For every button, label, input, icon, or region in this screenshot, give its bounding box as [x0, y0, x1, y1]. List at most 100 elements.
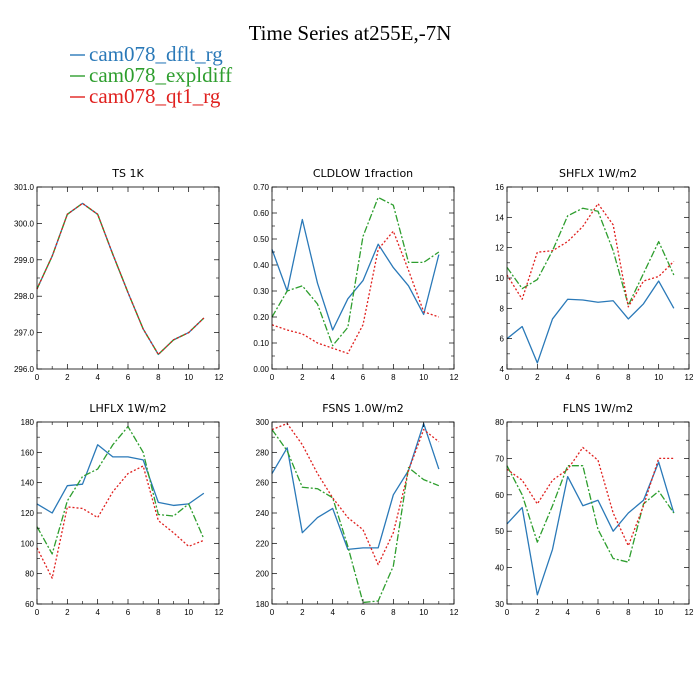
- x-tick-label-cldlow: 6: [361, 373, 366, 382]
- x-tick-label-fsns: 6: [361, 608, 366, 617]
- x-tick-label-flns: 4: [565, 608, 570, 617]
- series-line-fsns-cam078-expldiff: [271, 429, 440, 604]
- y-tick-label-fsns: 240: [256, 509, 270, 518]
- panel-flns: FLNS 1W/m2 0 2 4 6 8 10 12 30 40 50 60 70 80: [495, 402, 694, 617]
- panel-cldlow: CLDLOW 1fraction 0 2 4 6 8 10 12 0.00 0.10 0.20 0.3…: [253, 167, 459, 382]
- y-tick-label-fsns: 280: [256, 448, 270, 457]
- y-tick-label-fsns: 200: [256, 570, 270, 579]
- panels: TS 1K 0 2 4 6 8 10 12 296.0 297.0 298.0 299.0 300.0 3…: [14, 167, 694, 617]
- y-tick-label-lhflx: 140: [21, 479, 35, 488]
- figure-title: Time Series at255E,-7N: [249, 21, 452, 45]
- panel-title-flns: FLNS 1W/m2: [563, 402, 633, 415]
- series-line-shflx-cam078-expldiff: [506, 207, 675, 306]
- y-tick-label-ts: 299.0: [14, 256, 35, 265]
- y-tick-label-fsns: 300: [256, 418, 270, 427]
- x-tick-label-lhflx: 10: [184, 608, 193, 617]
- y-tick-label-lhflx: 120: [21, 509, 35, 518]
- series-line-lhflx-cam078-qt1-rg: [36, 465, 205, 579]
- y-tick-label-cldlow: 0.70: [253, 183, 269, 192]
- y-tick-label-cldlow: 0.30: [253, 287, 269, 296]
- x-tick-label-cldlow: 0: [270, 373, 275, 382]
- y-tick-label-ts: 300.0: [14, 219, 35, 228]
- series-line-cldlow-cam078-qt1-rg: [271, 230, 440, 355]
- x-tick-label-fsns: 12: [450, 608, 459, 617]
- x-tick-label-ts: 12: [215, 373, 224, 382]
- y-tick-label-shflx: 6: [500, 335, 505, 344]
- series-line-flns-cam078-dflt-rg: [506, 461, 675, 596]
- x-tick-label-cldlow: 8: [391, 373, 396, 382]
- panel-title-fsns: FSNS 1.0W/m2: [322, 402, 404, 415]
- x-tick-label-shflx: 12: [685, 373, 694, 382]
- panel-ts: TS 1K 0 2 4 6 8 10 12 296.0 297.0 298.0 299.0 300.0 3…: [14, 167, 224, 382]
- y-tick-label-shflx: 4: [500, 365, 505, 374]
- y-tick-label-lhflx: 60: [25, 600, 34, 609]
- panel-lhflx: LHFLX 1W/m2 0 2 4 6 8 10 12 60 80 100 120 140 160 180: [21, 402, 224, 617]
- y-tick-label-ts: 298.0: [14, 292, 35, 301]
- x-tick-label-shflx: 10: [654, 373, 663, 382]
- x-tick-label-lhflx: 2: [65, 608, 70, 617]
- y-tick-label-lhflx: 100: [21, 539, 35, 548]
- y-tick-label-flns: 70: [495, 454, 504, 463]
- x-tick-label-cldlow: 4: [330, 373, 335, 382]
- y-tick-label-ts: 301.0: [14, 183, 35, 192]
- panel-title-lhflx: LHFLX 1W/m2: [89, 402, 166, 415]
- y-tick-label-cldlow: 0.50: [253, 235, 269, 244]
- series-line-shflx-cam078-dflt-rg: [506, 280, 675, 364]
- y-tick-label-cldlow: 0.10: [253, 339, 269, 348]
- y-tick-label-shflx: 12: [495, 244, 504, 253]
- y-tick-label-lhflx: 80: [25, 570, 34, 579]
- x-tick-label-ts: 6: [126, 373, 131, 382]
- y-tick-label-fsns: 220: [256, 539, 270, 548]
- x-tick-label-ts: 0: [35, 373, 40, 382]
- series-line-shflx-cam078-qt1-rg: [506, 203, 675, 308]
- y-tick-label-cldlow: 0.60: [253, 209, 269, 218]
- y-tick-label-lhflx: 180: [21, 418, 35, 427]
- x-tick-label-fsns: 4: [330, 608, 335, 617]
- x-tick-label-cldlow: 2: [300, 373, 305, 382]
- y-tick-label-shflx: 16: [495, 183, 504, 192]
- x-tick-label-lhflx: 8: [156, 608, 161, 617]
- legend: cam078_dflt_rg cam078_expldiff cam078_qt…: [70, 42, 232, 108]
- series-line-fsns-cam078-qt1-rg: [271, 422, 440, 566]
- x-tick-label-lhflx: 6: [126, 608, 131, 617]
- series-line-ts-cam078-qt1-rg: [36, 202, 205, 356]
- series-line-lhflx-cam078-dflt-rg: [36, 444, 205, 514]
- y-tick-label-shflx: 14: [495, 213, 504, 222]
- y-tick-label-cldlow: 0.40: [253, 261, 269, 270]
- x-tick-label-lhflx: 12: [215, 608, 224, 617]
- x-tick-label-cldlow: 10: [419, 373, 428, 382]
- panel-title-shflx: SHFLX 1W/m2: [559, 167, 637, 180]
- x-tick-label-cldlow: 12: [450, 373, 459, 382]
- y-tick-label-flns: 30: [495, 600, 504, 609]
- y-tick-label-flns: 60: [495, 491, 504, 500]
- x-tick-label-flns: 2: [535, 608, 540, 617]
- y-tick-label-ts: 297.0: [14, 329, 35, 338]
- legend-label-qt1: cam078_qt1_rg: [89, 84, 221, 108]
- series-line-lhflx-cam078-expldiff: [36, 425, 205, 555]
- x-tick-label-flns: 6: [596, 608, 601, 617]
- y-tick-label-fsns: 180: [256, 600, 270, 609]
- x-tick-label-shflx: 6: [596, 373, 601, 382]
- y-tick-label-cldlow: 0.00: [253, 365, 269, 374]
- y-tick-label-shflx: 10: [495, 274, 504, 283]
- x-tick-label-lhflx: 0: [35, 608, 40, 617]
- y-tick-label-fsns: 260: [256, 479, 270, 488]
- y-tick-label-cldlow: 0.20: [253, 313, 269, 322]
- y-tick-label-ts: 296.0: [14, 365, 35, 374]
- panel-title-cldlow: CLDLOW 1fraction: [313, 167, 413, 180]
- x-tick-label-shflx: 2: [535, 373, 540, 382]
- x-tick-label-fsns: 8: [391, 608, 396, 617]
- y-tick-label-flns: 40: [495, 564, 504, 573]
- x-tick-label-fsns: 2: [300, 608, 305, 617]
- legend-label-dflt: cam078_dflt_rg: [89, 42, 223, 66]
- legend-label-expldiff: cam078_expldiff: [89, 63, 232, 87]
- x-tick-label-lhflx: 4: [95, 608, 100, 617]
- x-tick-label-flns: 0: [505, 608, 510, 617]
- x-tick-label-flns: 10: [654, 608, 663, 617]
- y-tick-label-lhflx: 160: [21, 448, 35, 457]
- x-tick-label-ts: 2: [65, 373, 70, 382]
- x-tick-label-flns: 12: [685, 608, 694, 617]
- x-tick-label-shflx: 0: [505, 373, 510, 382]
- x-tick-label-ts: 4: [95, 373, 100, 382]
